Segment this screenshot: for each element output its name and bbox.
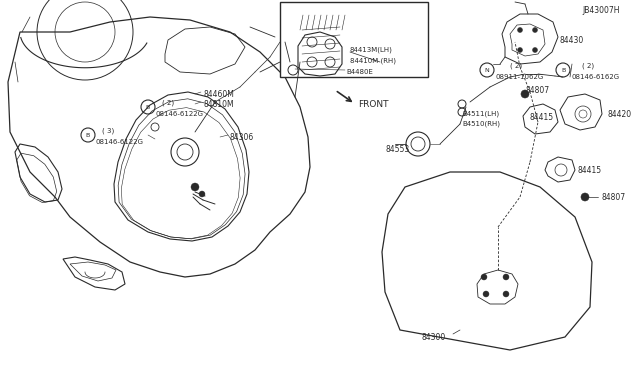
Text: 84306: 84306 xyxy=(230,132,254,141)
Text: 84807: 84807 xyxy=(525,86,549,94)
Text: 84413M(LH): 84413M(LH) xyxy=(350,47,393,53)
Text: B4510(RH): B4510(RH) xyxy=(462,121,500,127)
Text: 84415: 84415 xyxy=(530,112,554,122)
Text: ( 2): ( 2) xyxy=(510,63,522,69)
Text: B4511(LH): B4511(LH) xyxy=(462,111,499,117)
Circle shape xyxy=(191,183,199,191)
Text: 84415: 84415 xyxy=(578,166,602,174)
Text: 08146-6162G: 08146-6162G xyxy=(572,74,620,80)
Text: ( 2): ( 2) xyxy=(582,63,594,69)
Text: 08911-1062G: 08911-1062G xyxy=(496,74,544,80)
Text: 08146-6122G: 08146-6122G xyxy=(95,139,143,145)
Circle shape xyxy=(518,28,522,32)
Circle shape xyxy=(532,28,538,32)
Text: 84430: 84430 xyxy=(560,35,584,45)
Text: 84807: 84807 xyxy=(601,192,625,202)
Text: FRONT: FRONT xyxy=(358,99,388,109)
Text: B: B xyxy=(561,67,565,73)
Circle shape xyxy=(481,274,487,280)
Text: 84553: 84553 xyxy=(386,144,410,154)
Circle shape xyxy=(199,191,205,197)
Text: JB43007H: JB43007H xyxy=(582,6,620,15)
Circle shape xyxy=(521,90,529,98)
Circle shape xyxy=(503,274,509,280)
Text: B: B xyxy=(146,105,150,109)
Text: N: N xyxy=(484,67,490,73)
Circle shape xyxy=(503,291,509,297)
Text: 84420: 84420 xyxy=(608,109,632,119)
Text: 08146-6122G: 08146-6122G xyxy=(155,111,203,117)
Circle shape xyxy=(518,48,522,52)
Text: 84410M (RH): 84410M (RH) xyxy=(350,58,396,64)
Text: ( 3): ( 3) xyxy=(102,128,115,134)
Text: B: B xyxy=(86,132,90,138)
Text: 84460M: 84460M xyxy=(204,90,235,99)
Text: B4480E: B4480E xyxy=(346,69,373,75)
Circle shape xyxy=(532,48,538,52)
Bar xyxy=(280,2,428,77)
Text: 84810M: 84810M xyxy=(204,99,235,109)
Circle shape xyxy=(483,291,489,297)
Text: 84300: 84300 xyxy=(422,333,446,341)
Circle shape xyxy=(581,193,589,201)
Text: ( 2): ( 2) xyxy=(162,100,174,106)
